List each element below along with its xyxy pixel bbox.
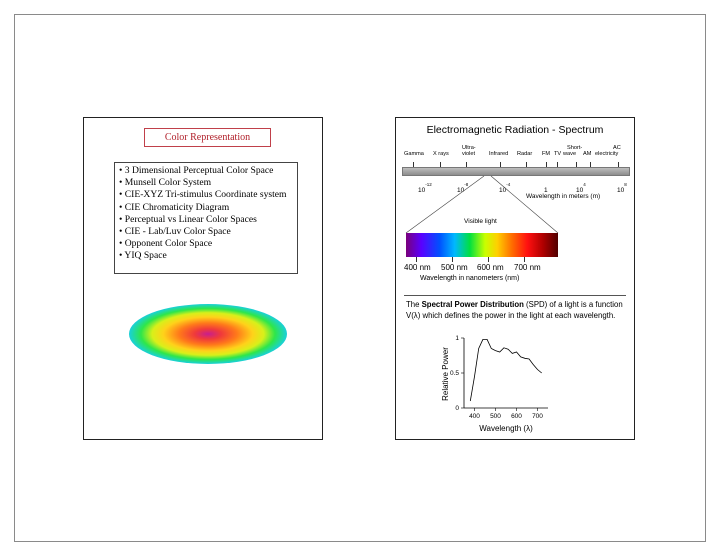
nm-tick xyxy=(524,257,525,262)
y-tick-label: 1 xyxy=(455,335,459,342)
band-label: Ultra- xyxy=(462,145,476,151)
band-tick xyxy=(618,162,619,167)
band-tick xyxy=(526,162,527,167)
band-label: X rays xyxy=(433,151,449,157)
band-label: FM xyxy=(542,151,551,157)
exponent-label: 108 xyxy=(617,182,627,194)
nm-tick-label: 700 nm xyxy=(514,263,541,272)
y-tick-label: 0.5 xyxy=(450,370,459,377)
slide-em-spectrum: Electromagnetic Radiation - Spectrum Gam… xyxy=(395,117,635,440)
band-tick xyxy=(557,162,558,167)
list-item: • CIE - Lab/Luv Color Space xyxy=(119,226,231,238)
band-label: Gamma xyxy=(404,151,424,157)
band-label: electricity xyxy=(595,151,619,157)
wavelength-meters-label: Wavelength in meters (m) xyxy=(526,193,601,200)
band-label: Short- xyxy=(567,145,583,151)
spectrum-band xyxy=(402,167,630,176)
spd-curve xyxy=(469,339,542,402)
nm-tick xyxy=(488,257,489,262)
band-tick xyxy=(440,162,441,167)
nm-tick xyxy=(416,257,417,262)
list-item: • 3 Dimensional Perceptual Color Space xyxy=(119,165,274,176)
band-tick xyxy=(500,162,501,167)
spd-chart: 400 500 600 700 0 0.5 1 Wavelength (λ) Relativ… xyxy=(441,335,548,433)
list-item: • Perceptual vs Linear Color Spaces xyxy=(119,213,257,225)
band-label: AM xyxy=(583,151,592,157)
visible-light-callout xyxy=(405,175,559,234)
y-axis-label: Relative Power xyxy=(441,347,450,401)
exponent-label: 10-8 xyxy=(457,182,469,194)
list-item: • Opponent Color Space xyxy=(119,238,213,250)
exponent-label: 104 xyxy=(576,182,586,194)
band-label: wave xyxy=(563,151,577,157)
spd-description: The Spectral Power Distribution (SPD) of… xyxy=(406,300,623,320)
band-tick xyxy=(546,162,547,167)
band-label: Radar xyxy=(517,151,533,157)
exponent-label: 10-4 xyxy=(499,182,511,194)
y-tick-label: 0 xyxy=(455,405,459,412)
band-label: TV xyxy=(554,151,562,157)
topic-list: • 3 Dimensional Perceptual Color Space •… xyxy=(114,162,298,274)
nm-tick-label: 400 nm xyxy=(404,263,431,272)
x-tick-label: 400 xyxy=(469,413,480,420)
band-label: AC xyxy=(613,145,621,151)
exponent-label: 1 xyxy=(544,187,548,194)
wavelength-nm-label: Wavelength in nanometers (nm) xyxy=(420,275,520,282)
slide-title: Electromagnetic Radiation - Spectrum xyxy=(426,124,604,136)
nm-tick xyxy=(452,257,453,262)
list-item: • YIQ Space xyxy=(119,250,167,262)
slide-color-representation: Color Representation • 3 Dimensional Per… xyxy=(83,117,323,440)
exponent-label: 10-12 xyxy=(418,182,432,194)
nm-tick-label: 600 nm xyxy=(477,263,504,272)
band-tick xyxy=(413,162,414,167)
divider xyxy=(404,295,626,296)
x-axis-label: Wavelength (λ) xyxy=(479,424,533,433)
visible-spectrum-bar xyxy=(406,233,558,257)
band-label: Infrared xyxy=(489,151,509,157)
list-item: • CIE-XYZ Tri-stimulus Coordinate system xyxy=(119,189,287,201)
band-tick xyxy=(576,162,577,167)
list-item: • CIE Chromaticity Diagram xyxy=(119,201,230,213)
x-tick-label: 600 xyxy=(511,413,522,420)
band-label: violet xyxy=(462,151,476,157)
visible-light-label: Visible light xyxy=(464,218,497,225)
x-tick-label: 700 xyxy=(532,413,543,420)
slide-title: Color Representation xyxy=(144,128,271,147)
band-tick xyxy=(590,162,591,167)
nm-tick-label: 500 nm xyxy=(441,263,468,272)
band-tick xyxy=(466,162,467,167)
x-tick-label: 500 xyxy=(490,413,501,420)
color-space-ellipse xyxy=(129,304,287,364)
list-item: • Munsell Color System xyxy=(119,177,212,189)
page-frame xyxy=(14,14,706,542)
